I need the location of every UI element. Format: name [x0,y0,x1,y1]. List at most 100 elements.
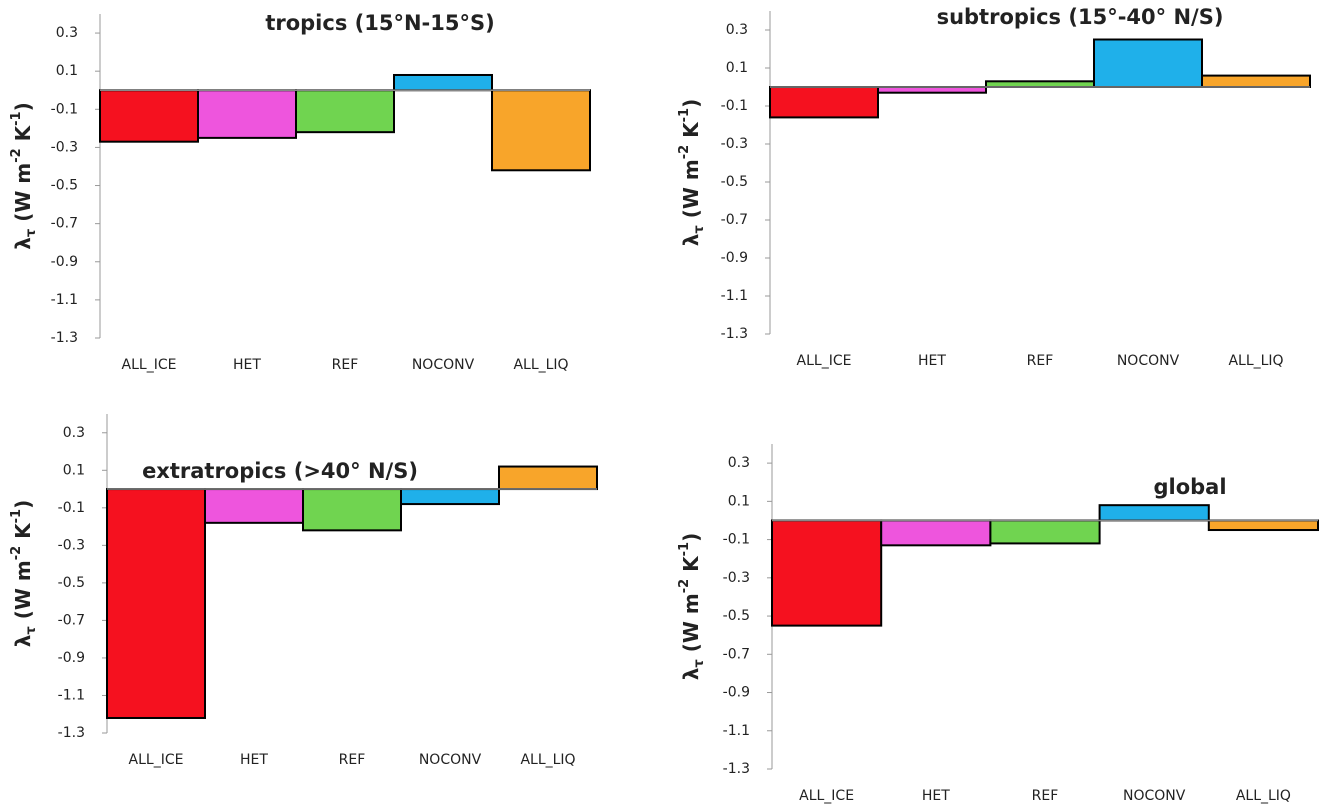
y-axis-label-part: -2 [677,579,692,593]
y-axis-label-part: (W m [679,159,703,225]
bar [99,89,199,143]
bar [985,80,1095,89]
y-tick-label: -1.3 [723,761,750,777]
bar [106,488,206,719]
y-axis-label-part: λ [679,667,703,680]
y-axis-label-part: λ [11,237,35,250]
y-tick-label: -1.1 [721,288,748,304]
x-tick-label: ALL_LIQ [1236,788,1291,804]
bar [880,519,992,547]
bar [491,89,591,172]
y-axis-label-part: λ [679,233,703,246]
x-tick-label: NOCONV [1117,353,1180,369]
x-tick-label: ALL_ICE [799,788,854,804]
bar [498,465,598,491]
y-tick-label: -0.7 [721,212,748,228]
x-tick-label: NOCONV [419,752,482,768]
y-axis-label-part: ) [679,99,703,108]
x-tick-label: ALL_ICE [797,353,852,369]
y-axis-label-part: -2 [677,145,692,159]
bar [302,488,402,532]
bar [769,86,879,119]
y-tick-label: -0.1 [51,101,78,117]
y-tick-label: -0.9 [58,650,85,666]
y-tick-label: -1.3 [58,725,85,741]
y-axis-label-part: (W m [11,163,35,229]
bar [1207,519,1320,532]
x-tick-label: HET [240,752,268,768]
x-tick-label: NOCONV [412,357,475,373]
y-axis-label: λτ (W m-2 K-1) [9,500,39,647]
y-tick-label: -1.3 [721,326,748,342]
chart-title: subtropics (15°-40° N/S) [937,5,1224,29]
y-axis-label-part: K [679,555,703,579]
bar [877,86,987,94]
y-axis-label-part: -1 [9,111,24,125]
bar [1098,504,1210,522]
x-tick-label: HET [233,357,261,373]
x-tick-label: ALL_ICE [122,357,177,373]
bar [204,488,304,524]
y-axis-label-part: τ [24,626,39,634]
y-axis-label-part: τ [692,225,707,233]
bar [295,89,395,134]
y-tick-label: -0.9 [721,250,748,266]
panel: 0.3 0.1 -0.1 -0.3 -0.5 -0.7 -0.9 -1.1 -1.3 ALL_IC… [677,444,1320,804]
y-axis-label-part: τ [24,229,39,237]
y-axis-label-part: -1 [9,509,24,523]
bar [393,73,493,92]
x-tick-label: ALL_LIQ [520,752,575,768]
y-axis-label-part: ) [679,533,703,542]
x-tick-label: NOCONV [1123,788,1186,804]
y-tick-label: -0.5 [51,178,78,194]
y-tick-label: -0.7 [58,612,85,628]
y-tick-label: -0.1 [721,98,748,114]
y-tick-label: -0.7 [51,216,78,232]
bar [771,519,883,627]
x-tick-label: HET [922,788,950,804]
y-tick-label: 0.1 [63,462,85,478]
x-tick-label: HET [918,353,946,369]
bar [400,488,500,506]
y-tick-label: -0.3 [51,139,78,155]
bar [989,519,1101,545]
y-axis-label-part: λ [11,634,35,647]
y-tick-label: -1.1 [51,292,78,308]
bar [197,89,297,139]
x-tick-label: REF [1027,353,1054,369]
y-tick-label: -0.5 [721,174,748,190]
y-tick-label: 0.1 [728,493,750,509]
y-tick-label: -0.5 [723,608,750,624]
y-tick-label: 0.3 [728,455,750,471]
y-tick-label: 0.1 [726,60,748,76]
y-axis-label-part: τ [692,659,707,667]
y-tick-label: -0.1 [723,532,750,548]
y-tick-label: -0.9 [723,685,750,701]
y-axis-label-part: (W m [679,593,703,659]
chart-title: global [1153,475,1226,499]
x-tick-label: ALL_LIQ [1228,353,1283,369]
panel: 0.3 0.1 -0.1 -0.3 -0.5 -0.7 -0.9 -1.1 -1.3 ALL_IC… [677,5,1311,369]
y-tick-label: -0.1 [58,500,85,516]
y-tick-label: -0.5 [58,575,85,591]
y-tick-label: -0.3 [721,136,748,152]
y-axis-label-part: -1 [677,542,692,556]
y-axis-label: λτ (W m-2 K-1) [9,102,39,249]
bar [1201,74,1311,88]
x-tick-label: ALL_LIQ [513,357,568,373]
y-axis-label: λτ (W m-2 K-1) [677,99,707,246]
y-axis-label-part: (W m [11,560,35,626]
y-tick-label: 0.3 [726,22,748,38]
y-tick-label: -0.7 [723,646,750,662]
y-tick-label: 0.3 [56,25,78,41]
y-tick-label: -1.1 [58,687,85,703]
chart-title: tropics (15°N-15°S) [265,11,494,35]
y-axis-label-part: K [11,522,35,546]
y-tick-label: -0.3 [723,570,750,586]
y-tick-label: 0.3 [63,425,85,441]
y-axis-label: λτ (W m-2 K-1) [677,533,707,680]
y-tick-label: -0.3 [58,537,85,553]
panel: 0.3 0.1 -0.1 -0.3 -0.5 -0.7 -0.9 -1.1 -1.3 ALL_IC… [9,11,591,373]
